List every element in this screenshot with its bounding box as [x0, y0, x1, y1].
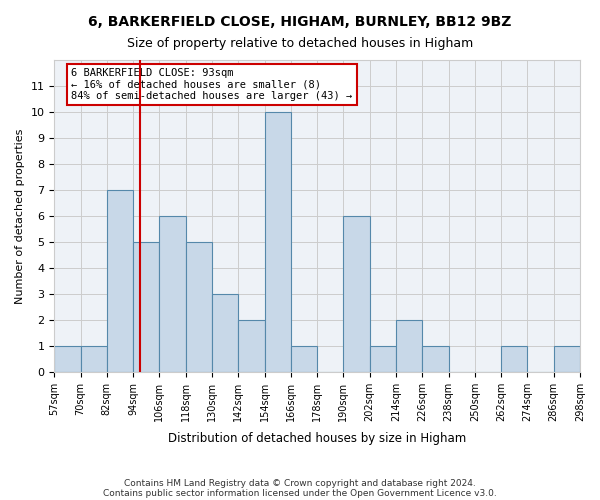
Bar: [554, 346, 580, 372]
Bar: [80, 346, 107, 372]
Text: Size of property relative to detached houses in Higham: Size of property relative to detached ho…: [127, 38, 473, 51]
Bar: [291, 346, 317, 372]
Bar: [107, 190, 133, 372]
Bar: [212, 294, 238, 372]
Bar: [133, 242, 160, 372]
Bar: [343, 216, 370, 372]
X-axis label: Distribution of detached houses by size in Higham: Distribution of detached houses by size …: [168, 432, 466, 445]
Y-axis label: Number of detached properties: Number of detached properties: [15, 128, 25, 304]
Bar: [238, 320, 265, 372]
Bar: [54, 346, 80, 372]
Bar: [160, 216, 186, 372]
Bar: [370, 346, 396, 372]
Bar: [501, 346, 527, 372]
Bar: [396, 320, 422, 372]
Text: 6 BARKERFIELD CLOSE: 93sqm
← 16% of detached houses are smaller (8)
84% of semi-: 6 BARKERFIELD CLOSE: 93sqm ← 16% of deta…: [71, 68, 353, 101]
Text: Contains public sector information licensed under the Open Government Licence v3: Contains public sector information licen…: [103, 488, 497, 498]
Text: 6, BARKERFIELD CLOSE, HIGHAM, BURNLEY, BB12 9BZ: 6, BARKERFIELD CLOSE, HIGHAM, BURNLEY, B…: [88, 15, 512, 29]
Bar: [422, 346, 449, 372]
Bar: [186, 242, 212, 372]
Bar: [265, 112, 291, 372]
Text: Contains HM Land Registry data © Crown copyright and database right 2024.: Contains HM Land Registry data © Crown c…: [124, 478, 476, 488]
